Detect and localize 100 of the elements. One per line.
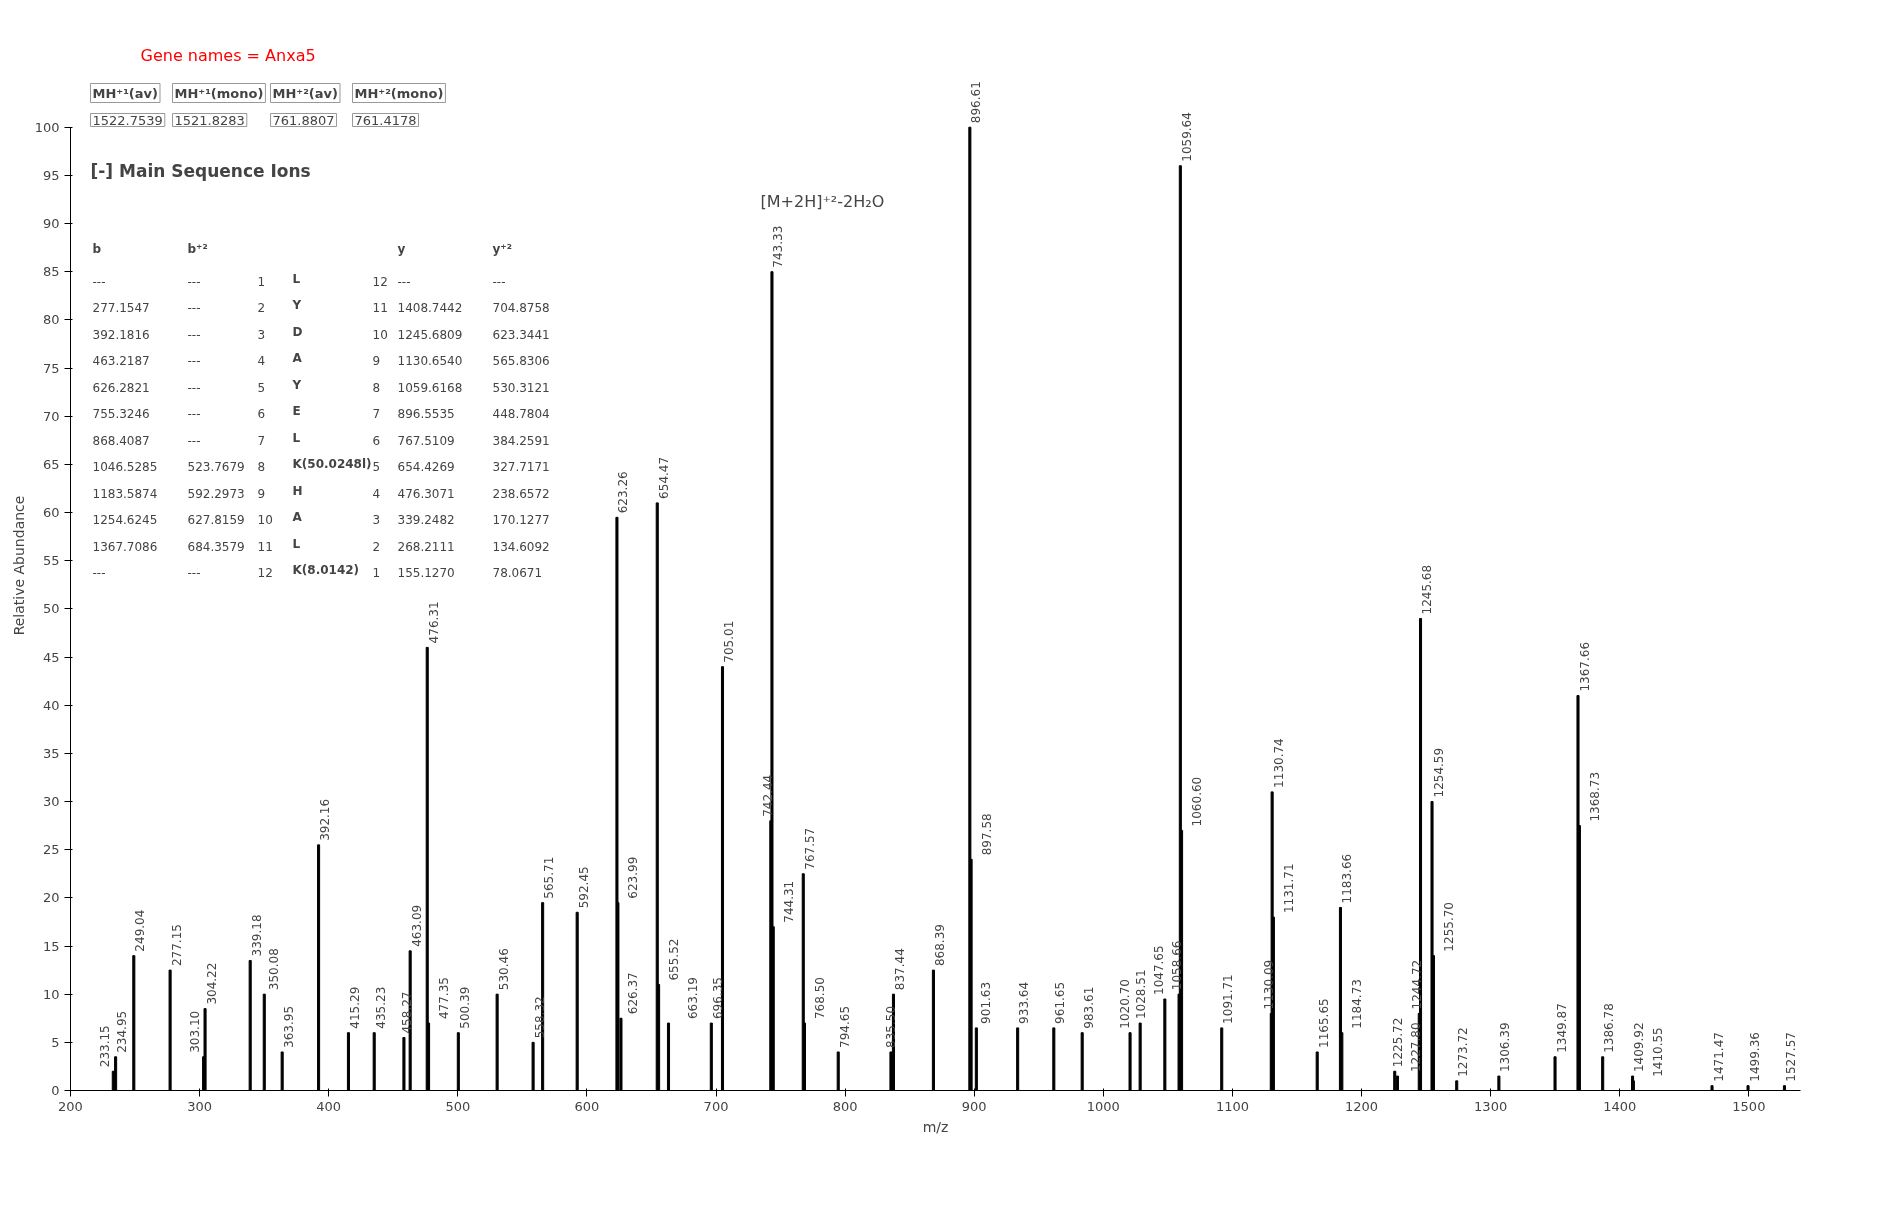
annotation: y⁺² <box>492 241 512 256</box>
annotation: 592.45 <box>576 866 591 909</box>
annotation: 2 <box>257 301 266 315</box>
annotation: 7 <box>257 433 266 448</box>
annotation: 558.32 <box>532 996 547 1039</box>
annotation: 983.61 <box>1081 986 1096 1029</box>
y-tick-label: 15 <box>42 938 60 954</box>
annotation: 705.01 <box>721 620 736 663</box>
y-tick-label: 50 <box>42 601 60 617</box>
annotation: 868.39 <box>932 924 947 967</box>
text: MH⁺²(mono) <box>354 85 444 101</box>
annotation: 477.35 <box>437 977 452 1020</box>
annotation: E <box>292 404 301 418</box>
annotation: 1059.64 <box>1179 112 1194 162</box>
annotation: 767.57 <box>802 827 817 870</box>
annotation: b⁺² <box>187 241 208 256</box>
annotation: 12 <box>372 274 388 289</box>
annotation: 897.58 <box>979 813 994 856</box>
annotation: 654.4269 <box>397 460 455 474</box>
annotation: 835.50 <box>884 1005 899 1048</box>
annotation: 1130.6540 <box>397 354 463 368</box>
annotation: 794.65 <box>837 1005 852 1048</box>
annotation: 743.33 <box>771 225 786 268</box>
annotation: 1058.66 <box>1169 940 1184 991</box>
annotation: D <box>292 324 303 339</box>
annotation: L <box>292 430 301 445</box>
annotation: 896.61 <box>969 81 984 124</box>
annotation: 1367.7086 <box>92 539 158 554</box>
annotation: 4 <box>372 486 381 501</box>
annotation: --- <box>187 327 201 342</box>
annotation: --- <box>187 354 201 368</box>
annotation: 1367.66 <box>1577 641 1592 692</box>
annotation: 1165.65 <box>1316 998 1331 1048</box>
annotation: 565.71 <box>542 856 557 899</box>
annotation: 623.99 <box>626 856 641 899</box>
annotation: 1244.72 <box>1409 959 1424 1010</box>
annotation: 1471.47 <box>1711 1032 1726 1082</box>
annotation: 392.16 <box>318 798 333 841</box>
annotation: Y <box>291 377 302 392</box>
annotation: 11 <box>257 539 273 554</box>
annotation: 435.23 <box>373 986 388 1029</box>
annotation: 1349.87 <box>1554 1003 1569 1053</box>
x-tick-label: 800 <box>832 1098 858 1114</box>
x-tick-label: 1500 <box>1732 1098 1766 1114</box>
annotation: 327.7171 <box>492 460 550 474</box>
annotation: 627.8159 <box>187 513 245 527</box>
annotation: Y <box>291 298 302 312</box>
annotation: 3 <box>372 513 381 527</box>
annotation: 500.39 <box>457 986 472 1029</box>
annotation: 1047.65 <box>1152 945 1167 995</box>
annotation: 1028.51 <box>1133 969 1148 1020</box>
annotation: 530.46 <box>496 948 511 991</box>
annotation: 761.4178 <box>354 112 417 128</box>
annotation: 1306.39 <box>1498 1022 1513 1073</box>
annotation: 476.31 <box>426 601 441 644</box>
y-tick-label: 100 <box>34 119 60 135</box>
y-tick-label: 55 <box>42 553 60 569</box>
annotation: 1254.6245 <box>92 513 158 527</box>
annotation: 1227.80 <box>1408 1022 1423 1073</box>
annotation: 1527.57 <box>1783 1032 1798 1082</box>
y-tick-label: 45 <box>42 649 60 665</box>
annotation: 9 <box>257 486 266 501</box>
y-tick-label: 0 <box>51 1083 60 1098</box>
annotation: 1183.66 <box>1339 853 1354 904</box>
annotation: --- <box>492 274 506 289</box>
x-tick-label: 1400 <box>1603 1098 1637 1114</box>
annotation: --- <box>187 566 201 580</box>
y-tick-label: 10 <box>42 986 60 1002</box>
annotation: A <box>292 510 303 524</box>
annotation: 1183.5874 <box>92 486 158 501</box>
annotation: 1521.8283 <box>174 112 245 128</box>
annotation: 134.6092 <box>492 539 550 554</box>
annotation: 1130.09 <box>1261 959 1276 1010</box>
annotation: 170.1277 <box>492 513 550 527</box>
y-tick-label: 30 <box>42 794 60 810</box>
x-tick-label: 1000 <box>1086 1098 1120 1114</box>
annotation: 1408.7442 <box>397 301 463 315</box>
annotation: 961.65 <box>1053 981 1068 1024</box>
annotation: 1225.72 <box>1391 1017 1406 1068</box>
annotation: 704.8758 <box>492 301 550 315</box>
annotation: 12 <box>257 566 273 580</box>
annotation: 654.47 <box>656 456 671 499</box>
annotation: 1091.71 <box>1221 974 1236 1024</box>
y-tick-label: 5 <box>51 1034 60 1050</box>
annotation: 8 <box>372 380 381 395</box>
y-tick-label: 20 <box>42 890 60 906</box>
annotation: 1522.7539 <box>92 112 163 128</box>
annotation: 1060.60 <box>1190 776 1205 827</box>
annotation: 565.8306 <box>492 354 550 368</box>
annotation: 523.7679 <box>187 460 245 474</box>
annotation: 896.5535 <box>397 407 455 421</box>
annotation: 592.2973 <box>187 486 245 501</box>
annotation: 5 <box>257 380 266 395</box>
y-tick-label: 60 <box>42 505 60 521</box>
y-tick-label: 65 <box>42 456 60 472</box>
annotation: 6 <box>372 433 381 448</box>
annotation: 1409.92 <box>1632 1022 1647 1073</box>
x-tick-label: 200 <box>58 1098 83 1114</box>
annotation: 5 <box>372 460 381 474</box>
annotation: 277.15 <box>169 924 184 967</box>
